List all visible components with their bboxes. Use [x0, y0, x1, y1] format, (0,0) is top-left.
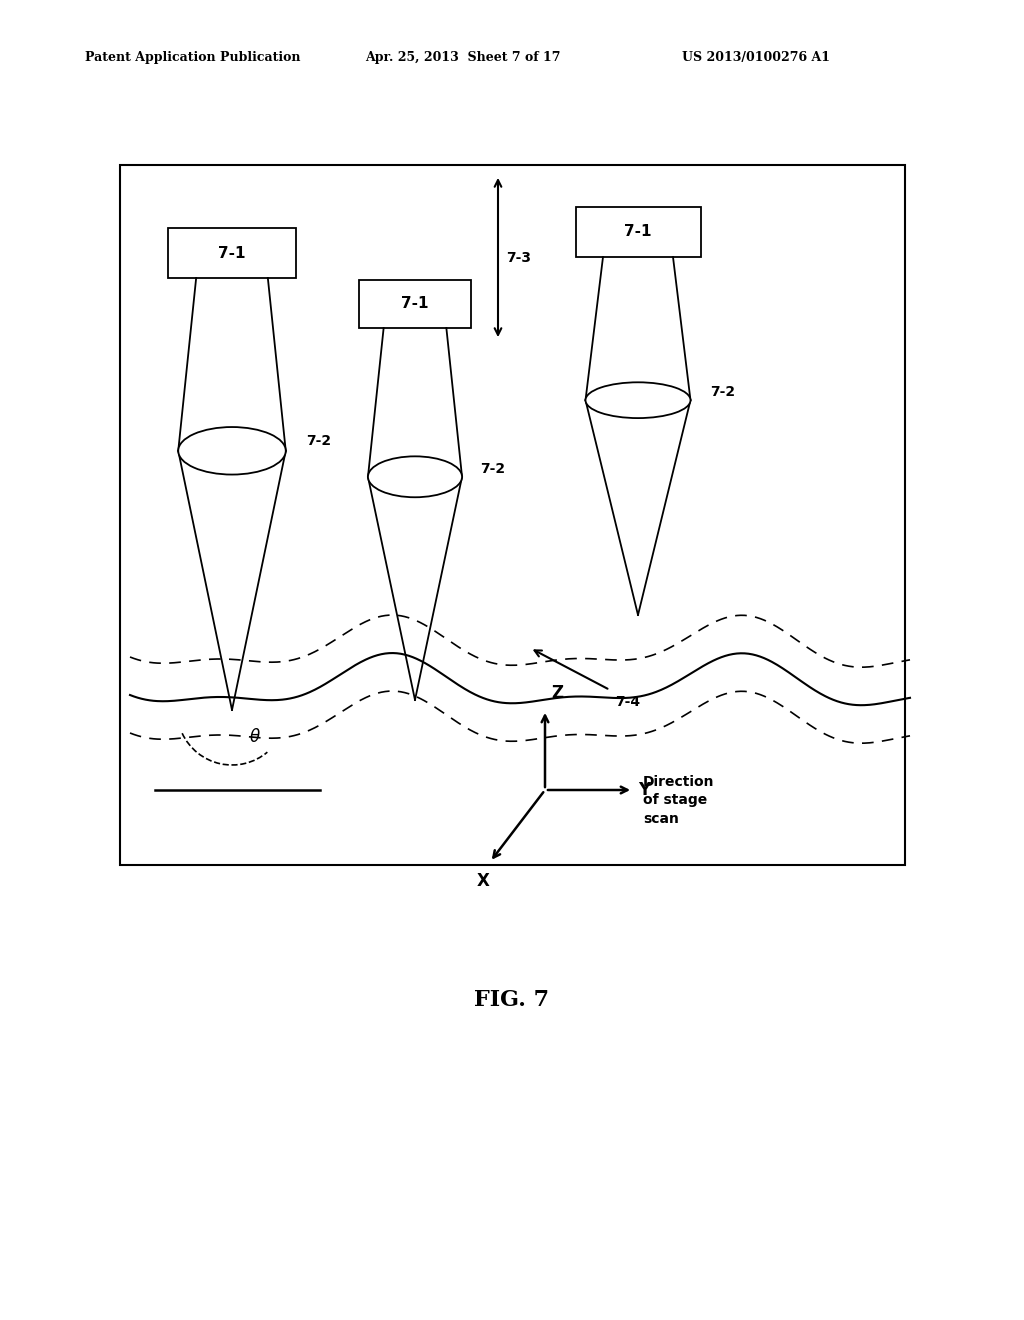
Text: 7-1: 7-1: [401, 297, 429, 312]
Text: 7-1: 7-1: [218, 246, 246, 260]
Text: θ: θ: [250, 729, 260, 746]
Text: Z: Z: [551, 684, 563, 702]
Text: 7-2: 7-2: [306, 434, 331, 447]
Bar: [575, 207, 700, 257]
Bar: [168, 228, 296, 279]
Bar: [359, 280, 471, 327]
Ellipse shape: [178, 428, 286, 475]
Text: 7-2: 7-2: [711, 385, 735, 399]
Text: 7-4: 7-4: [615, 696, 640, 709]
Text: FIG. 7: FIG. 7: [474, 989, 550, 1011]
Text: Patent Application Publication: Patent Application Publication: [85, 51, 300, 65]
Text: 7-2: 7-2: [480, 462, 505, 475]
Text: Y: Y: [638, 781, 650, 799]
Text: 7-3: 7-3: [506, 251, 531, 264]
Text: Direction
of stage
scan: Direction of stage scan: [643, 775, 715, 826]
Text: X: X: [476, 873, 489, 890]
Bar: [120, 165, 905, 865]
Ellipse shape: [368, 457, 462, 498]
Text: Apr. 25, 2013  Sheet 7 of 17: Apr. 25, 2013 Sheet 7 of 17: [365, 51, 560, 65]
Ellipse shape: [586, 383, 690, 418]
Text: 7-1: 7-1: [625, 224, 651, 239]
Text: US 2013/0100276 A1: US 2013/0100276 A1: [682, 51, 830, 65]
